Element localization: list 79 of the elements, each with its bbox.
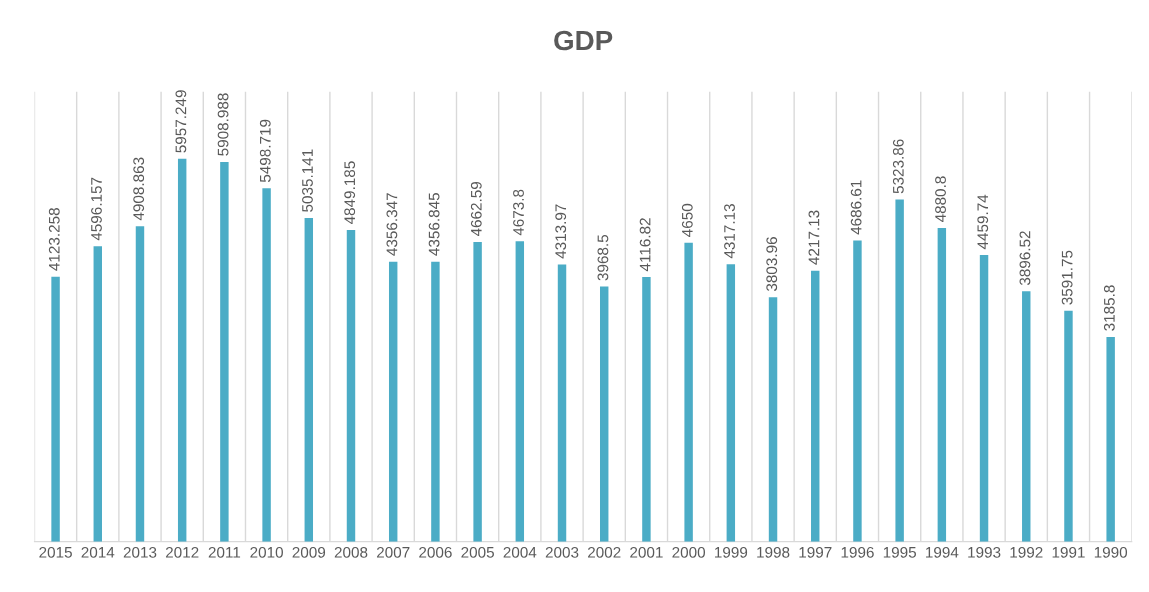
bar (1106, 336, 1115, 542)
x-tick-label: 2002 (588, 546, 621, 558)
data-label: 3896.52 (1019, 231, 1031, 286)
bar (768, 297, 778, 542)
x-tick-label: 1994 (926, 546, 959, 558)
x-tick-label: 1999 (715, 546, 748, 558)
data-label: 4662.59 (470, 181, 482, 237)
data-label: 4880.8 (935, 176, 946, 223)
data-label: 5908.988 (217, 93, 229, 156)
x-tick-label: 1997 (799, 546, 832, 558)
x-tick-label: 2009 (292, 546, 326, 558)
data-label: 4313.97 (555, 204, 567, 259)
bar (895, 199, 904, 542)
bar (979, 255, 989, 542)
bar (600, 286, 609, 542)
data-label: 3185.8 (1103, 285, 1115, 331)
bar (93, 246, 102, 542)
bar (937, 227, 947, 542)
data-label: 4356.347 (386, 193, 398, 256)
x-tick-label: 2011 (208, 546, 241, 558)
x-tick-label: 2001 (630, 546, 663, 558)
x-tick-label: 1993 (968, 546, 1001, 558)
x-tick-label: 2003 (545, 546, 579, 558)
x-tick-label: 2014 (81, 546, 115, 558)
data-label: 5035.141 (302, 149, 313, 212)
bar (51, 276, 60, 542)
chart-title: GDP (554, 30, 613, 51)
data-label: 5957.249 (175, 90, 187, 153)
bar (431, 261, 440, 542)
bar (473, 242, 482, 542)
data-label: 4116.82 (639, 218, 651, 272)
x-tick-label: 1998 (757, 546, 790, 558)
bar (726, 264, 736, 542)
data-label: 4650 (681, 203, 693, 237)
bar (304, 218, 314, 542)
data-label: 4849.185 (344, 161, 356, 225)
data-label: 4356.845 (428, 193, 440, 256)
data-label: 4673.8 (513, 189, 524, 236)
bar (557, 264, 567, 542)
data-label: 3591.75 (1061, 250, 1073, 305)
data-label: 5498.719 (259, 119, 271, 183)
data-label: 3803.96 (766, 237, 778, 292)
x-tick-label: 2000 (672, 546, 706, 558)
x-tick-label: 2013 (123, 546, 157, 558)
bar (515, 241, 525, 542)
bar (388, 261, 398, 542)
x-tick-label: 2010 (250, 546, 283, 558)
data-label: 3968.5 (597, 234, 609, 281)
x-tick-label: 2007 (376, 546, 410, 558)
x-tick-label: 2005 (461, 546, 494, 558)
bar (177, 158, 187, 542)
data-label: 4686.61 (850, 180, 862, 235)
data-label: 4459.74 (977, 194, 989, 250)
bar (346, 230, 356, 542)
bar (1064, 310, 1073, 542)
data-label: 4123.258 (48, 208, 60, 271)
x-tick-label: 1991 (1052, 546, 1085, 558)
data-label: 4596.157 (91, 177, 102, 241)
x-tick-label: 1992 (1010, 546, 1043, 558)
x-tick-label: 2012 (165, 546, 199, 558)
x-tick-label: 2015 (39, 546, 72, 558)
bar (642, 277, 651, 542)
bar (684, 242, 693, 542)
bar (811, 270, 820, 542)
bar (262, 188, 271, 542)
x-tick-label: 2004 (503, 546, 537, 558)
x-tick-label: 2008 (334, 546, 368, 558)
bar (1022, 291, 1031, 542)
data-label: 4317.13 (724, 204, 735, 259)
bar (135, 226, 145, 542)
bar (220, 161, 229, 542)
x-tick-label: 1995 (883, 546, 916, 558)
x-tick-label: 1996 (841, 546, 874, 558)
data-label: 4217.13 (808, 210, 820, 265)
data-label: 4908.863 (133, 157, 145, 221)
data-label: 5323.86 (892, 139, 904, 194)
bar (853, 240, 862, 542)
x-tick-label: 2006 (419, 546, 452, 558)
x-tick-label: 1990 (1094, 546, 1128, 558)
